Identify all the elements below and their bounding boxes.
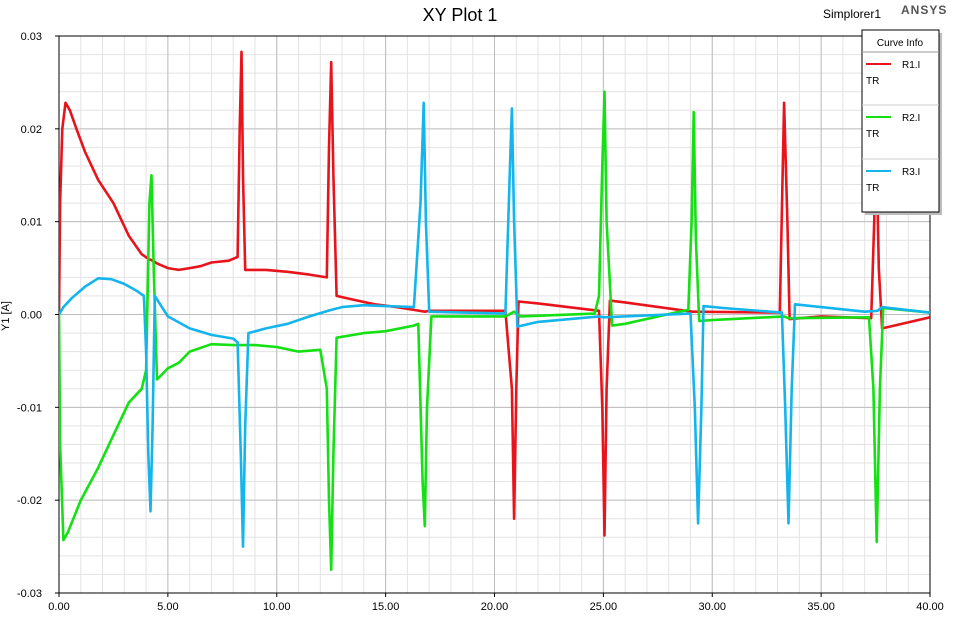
x-tick-label: 25.00 bbox=[590, 601, 618, 613]
x-tick-label: 35.00 bbox=[807, 601, 835, 613]
legend-entry-r2[interactable]: R2.I TR bbox=[866, 113, 920, 140]
legend-label-r2: R2.I bbox=[902, 113, 920, 124]
x-tick-label: 0.00 bbox=[48, 601, 69, 613]
x-tick-label: 5.00 bbox=[157, 601, 178, 613]
legend-title: Curve Info bbox=[877, 38, 924, 49]
legend-box bbox=[861, 29, 940, 213]
legend-sub-r2: TR bbox=[866, 129, 879, 140]
y-axis-label: Y1 [A] bbox=[0, 301, 12, 331]
x-tick-label: 20.00 bbox=[481, 601, 509, 613]
series-group bbox=[59, 50, 930, 572]
y-tick-label: -0.02 bbox=[17, 495, 42, 507]
curve-info-legend[interactable]: Curve Info R1.I TR R2.I TR R3.I TR bbox=[861, 29, 942, 215]
legend-label-r1: R1.I bbox=[902, 60, 920, 71]
series-line-r3-i bbox=[59, 101, 930, 548]
y-tick-label: 0.03 bbox=[21, 31, 42, 43]
legend-sub-r1: TR bbox=[866, 76, 879, 87]
y-tick-label: -0.03 bbox=[17, 588, 42, 600]
x-tick-label: 40.00 bbox=[916, 601, 944, 613]
x-axis: 0.00 5.00 10.00 15.00 20.00 25.00 30.00 35.00 40… bbox=[48, 593, 944, 613]
legend-sub-r3: TR bbox=[866, 183, 879, 194]
y-tick-label: 0.00 bbox=[21, 310, 42, 322]
design-name-label: Simplorer1 bbox=[823, 7, 881, 21]
series-line-r1-i bbox=[59, 50, 930, 537]
x-tick-label: 15.00 bbox=[372, 601, 400, 613]
legend-entry-r3[interactable]: R3.I TR bbox=[866, 167, 920, 194]
ansys-logo: ANSYS bbox=[901, 3, 947, 17]
y-tick-label: 0.02 bbox=[21, 124, 42, 136]
series-line-r2-i bbox=[59, 90, 930, 572]
y-tick-label: 0.01 bbox=[21, 217, 42, 229]
x-tick-label: 30.00 bbox=[698, 601, 726, 613]
chart-title: XY Plot 1 bbox=[423, 5, 498, 25]
legend-label-r3: R3.I bbox=[902, 167, 920, 178]
y-tick-label: -0.01 bbox=[17, 402, 42, 414]
legend-entry-r1[interactable]: R1.I TR bbox=[866, 60, 920, 87]
y-axis: 0.03 0.02 0.01 0.00 -0.01 -0.02 -0.03 bbox=[17, 31, 59, 600]
x-tick-label: 10.00 bbox=[263, 601, 291, 613]
